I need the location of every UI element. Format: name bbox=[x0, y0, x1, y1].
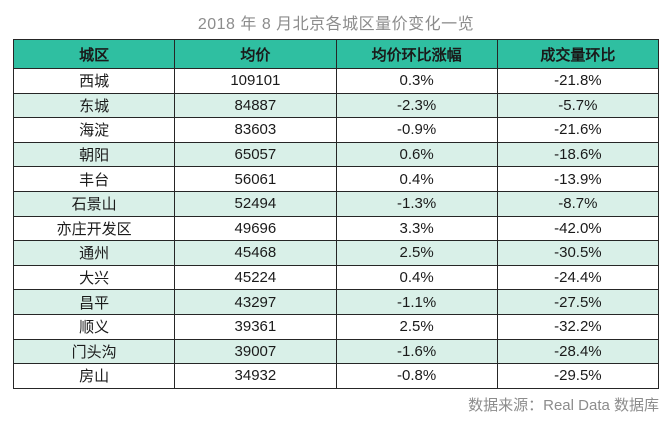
table-cell: -21.8% bbox=[496, 68, 660, 94]
table-cell: 49696 bbox=[174, 215, 337, 242]
table-cell: 43297 bbox=[174, 289, 337, 315]
table-cell: 34932 bbox=[174, 363, 337, 389]
table-cell: 2.5% bbox=[335, 240, 498, 266]
data-source-note: 数据来源：Real Data 数据库 bbox=[468, 396, 659, 414]
table-cell: -5.7% bbox=[496, 92, 660, 119]
table-row: 房山 34932 -0.8% -29.5% bbox=[12, 363, 660, 389]
table-cell: 0.4% bbox=[335, 166, 498, 192]
table-header-row: 城区 均价 均价环比涨幅 成交量环比 bbox=[12, 39, 660, 69]
table-cell: 丰台 bbox=[12, 166, 176, 192]
table-cell: -13.9% bbox=[496, 166, 660, 192]
table-cell: 门头沟 bbox=[12, 338, 176, 365]
table-head: 城区 均价 均价环比涨幅 成交量环比 bbox=[12, 39, 660, 69]
table-cell: -0.8% bbox=[335, 363, 498, 389]
table-cell: 石景山 bbox=[12, 190, 176, 217]
header-cell: 城区 bbox=[12, 39, 176, 69]
table-row: 东城 84887 -2.3% -5.7% bbox=[12, 92, 660, 119]
table-row: 朝阳 65057 0.6% -18.6% bbox=[12, 141, 660, 168]
header-cell: 均价环比涨幅 bbox=[335, 39, 498, 69]
table-cell: 39361 bbox=[174, 313, 337, 340]
table-row: 顺义 39361 2.5% -32.2% bbox=[12, 313, 660, 340]
table-cell: 45224 bbox=[174, 264, 337, 291]
table-row: 昌平 43297 -1.1% -27.5% bbox=[12, 289, 660, 315]
table-cell: -8.7% bbox=[496, 190, 660, 217]
table-row: 丰台 56061 0.4% -13.9% bbox=[12, 166, 660, 192]
table-cell: 朝阳 bbox=[12, 141, 176, 168]
table-cell: 海淀 bbox=[12, 117, 176, 143]
table-cell: 昌平 bbox=[12, 289, 176, 315]
table-cell: -1.6% bbox=[335, 338, 498, 365]
table-cell: -30.5% bbox=[496, 240, 660, 266]
table-row: 西城 109101 0.3% -21.8% bbox=[12, 68, 660, 94]
table-cell: 0.6% bbox=[335, 141, 498, 168]
table-cell: 52494 bbox=[174, 190, 337, 217]
table-cell: 2.5% bbox=[335, 313, 498, 340]
table-cell: -2.3% bbox=[335, 92, 498, 119]
table-cell: 65057 bbox=[174, 141, 337, 168]
table-cell: 83603 bbox=[174, 117, 337, 143]
table-cell: -24.4% bbox=[496, 264, 660, 291]
table-cell: 顺义 bbox=[12, 313, 176, 340]
table-cell: 45468 bbox=[174, 240, 337, 266]
page-title: 2018 年 8 月北京各城区量价变化一览 bbox=[197, 16, 475, 33]
table-cell: 0.4% bbox=[335, 264, 498, 291]
table-row: 大兴 45224 0.4% -24.4% bbox=[12, 264, 660, 291]
table-cell: 109101 bbox=[174, 68, 337, 94]
table-cell: -28.4% bbox=[496, 338, 660, 365]
table-cell: -0.9% bbox=[335, 117, 498, 143]
table-row: 亦庄开发区 49696 3.3% -42.0% bbox=[12, 215, 660, 242]
table-cell: -42.0% bbox=[496, 215, 660, 242]
table-cell: 39007 bbox=[174, 338, 337, 365]
table-cell: 东城 bbox=[12, 92, 176, 119]
table-cell: -1.1% bbox=[335, 289, 498, 315]
header-cell: 成交量环比 bbox=[496, 39, 660, 69]
table-row: 石景山 52494 -1.3% -8.7% bbox=[12, 190, 660, 217]
price-change-table: 城区 均价 均价环比涨幅 成交量环比 西城 109101 0.3% -21.8% 东城 8488… bbox=[12, 39, 660, 389]
table-cell: -32.2% bbox=[496, 313, 660, 340]
table-cell: 西城 bbox=[12, 68, 176, 94]
table-cell: -27.5% bbox=[496, 289, 660, 315]
table-cell: 房山 bbox=[12, 363, 176, 389]
table-cell: 亦庄开发区 bbox=[12, 215, 176, 242]
header-cell: 均价 bbox=[174, 39, 337, 69]
table-cell: -29.5% bbox=[496, 363, 660, 389]
table-body: 西城 109101 0.3% -21.8% 东城 84887 -2.3% -5.7% 海淀 836… bbox=[12, 68, 660, 389]
table-cell: 0.3% bbox=[335, 68, 498, 94]
table-cell: 84887 bbox=[174, 92, 337, 119]
table-cell: -18.6% bbox=[496, 141, 660, 168]
table-row: 海淀 83603 -0.9% -21.6% bbox=[12, 117, 660, 143]
table-cell: 大兴 bbox=[12, 264, 176, 291]
table-cell: 56061 bbox=[174, 166, 337, 192]
table-cell: 通州 bbox=[12, 240, 176, 266]
table-cell: 3.3% bbox=[335, 215, 498, 242]
table-cell: -21.6% bbox=[496, 117, 660, 143]
table-row: 通州 45468 2.5% -30.5% bbox=[12, 240, 660, 266]
table-row: 门头沟 39007 -1.6% -28.4% bbox=[12, 338, 660, 365]
table-cell: -1.3% bbox=[335, 190, 498, 217]
